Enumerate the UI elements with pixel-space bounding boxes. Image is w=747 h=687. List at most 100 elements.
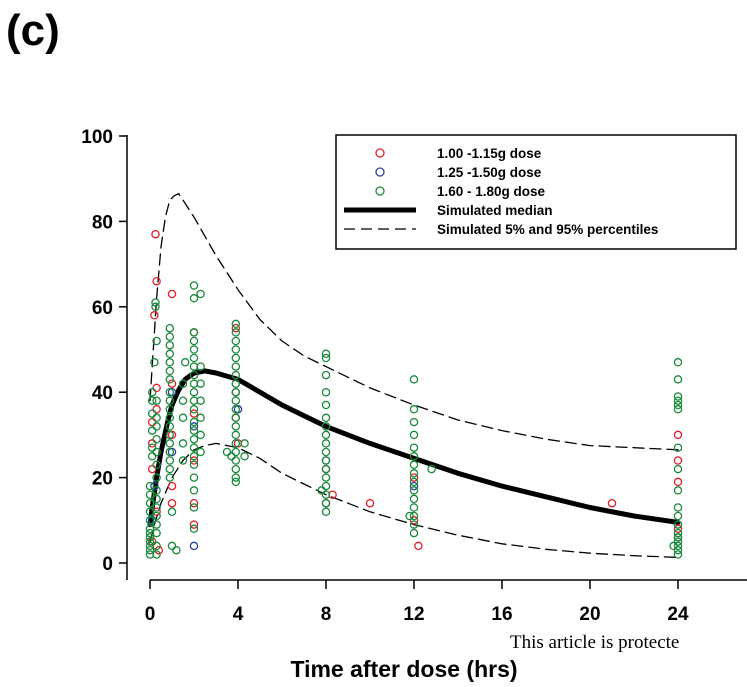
legend-label: Simulated median [437, 203, 553, 218]
data-point [231, 456, 241, 465]
legend-label: 1.00 -1.15g dose [437, 146, 542, 161]
data-point [189, 409, 199, 418]
data-point [321, 413, 331, 423]
data-point [317, 486, 326, 495]
data-point [165, 430, 175, 440]
data-point [321, 422, 331, 431]
data-point [409, 443, 419, 452]
data-point [321, 498, 331, 508]
data-point [165, 323, 175, 333]
data-point [321, 439, 331, 448]
data-point [152, 460, 161, 470]
data-point [409, 494, 419, 504]
legend-marker [375, 186, 385, 196]
data-point [321, 473, 331, 482]
data-point [145, 481, 155, 491]
data-point [673, 520, 683, 529]
data-point [152, 473, 161, 482]
data-point [231, 473, 241, 482]
data-point [145, 533, 155, 542]
data-point [189, 456, 199, 465]
data-point [152, 503, 161, 512]
data-point [189, 503, 199, 512]
data-point [189, 443, 199, 452]
data-point [147, 396, 157, 405]
data-point [409, 477, 419, 487]
data-point [196, 379, 205, 388]
data-point [231, 464, 241, 474]
data-point [152, 422, 161, 431]
data-point [673, 477, 683, 487]
data-point [365, 498, 375, 508]
data-point [147, 409, 157, 418]
legend-label: 1.25 -1.50g dose [437, 165, 542, 180]
data-point [673, 392, 683, 401]
data-point [409, 469, 419, 478]
data-point [147, 452, 157, 461]
data-point [231, 422, 241, 431]
data-point [189, 281, 199, 290]
data-point [409, 486, 419, 495]
data-point [189, 417, 199, 427]
y-tick-label: 20 [92, 469, 113, 490]
data-point [321, 456, 331, 465]
data-point [152, 405, 161, 414]
watermark-text: This article is protecte [510, 632, 680, 653]
data-point [152, 336, 161, 346]
data-point [178, 413, 188, 423]
data-point [189, 473, 199, 482]
data-point [231, 362, 241, 371]
data-point [231, 439, 241, 448]
data-point [165, 396, 175, 405]
data-point [673, 400, 683, 410]
data-point [231, 405, 241, 414]
data-point [150, 481, 159, 491]
data-point [669, 541, 678, 551]
data-point [151, 302, 160, 312]
data-point [196, 430, 205, 440]
data-point [167, 289, 177, 299]
data-point [151, 229, 160, 239]
data-point [189, 426, 199, 435]
data-point [189, 498, 199, 508]
data-point [673, 511, 683, 521]
y-ticks: 0 20 40 60 80 100 [81, 127, 127, 575]
y-tick-label: 40 [92, 383, 113, 404]
data-point [409, 375, 419, 384]
legend-box [335, 134, 737, 250]
data-point [189, 336, 199, 346]
data-point [409, 405, 419, 414]
data-point [321, 490, 331, 499]
data-point [231, 345, 241, 354]
x-ticks: 0 4 8 12 16 20 24 [145, 580, 689, 625]
data-point [172, 545, 181, 555]
data-point [673, 405, 683, 414]
data-point [152, 447, 161, 457]
data-point [165, 439, 175, 448]
data-point [409, 452, 419, 461]
data-point [167, 507, 177, 517]
x-tick-label: 16 [491, 604, 512, 625]
data-point [178, 396, 188, 405]
data-point [321, 400, 331, 410]
panel-label: (c) [6, 6, 60, 55]
data-point [189, 520, 199, 529]
data-point [405, 511, 414, 521]
data-point [231, 430, 241, 440]
data-point [165, 387, 175, 397]
data-point [145, 524, 155, 534]
data-point [165, 456, 175, 465]
data-point [165, 340, 175, 350]
data-point [145, 537, 155, 546]
data-point [196, 362, 205, 371]
data-point [196, 413, 205, 423]
data-point [673, 528, 683, 538]
data-point [231, 353, 241, 363]
data-point [673, 358, 683, 367]
data-point [165, 473, 175, 482]
data-point [321, 481, 331, 491]
data-point [321, 447, 331, 457]
data-point [165, 366, 175, 376]
data-point [165, 447, 175, 457]
